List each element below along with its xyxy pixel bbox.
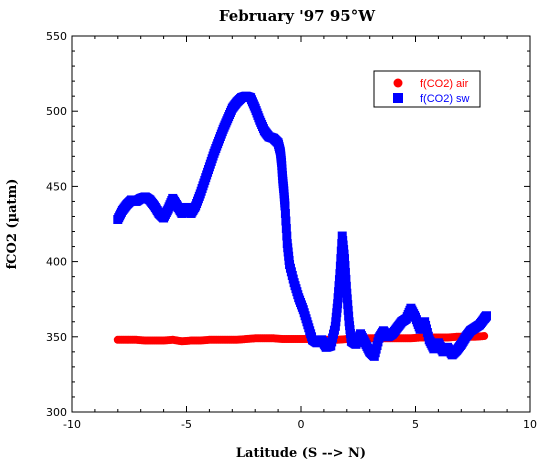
x-tick-label: 5 (412, 418, 419, 431)
sw-point (338, 236, 348, 246)
sw-point (342, 288, 352, 298)
sw-point (339, 249, 349, 259)
x-tick-label: -5 (181, 418, 192, 431)
sw-point (332, 308, 342, 318)
sw-point (331, 317, 341, 327)
y-tick-label: 400 (46, 256, 67, 269)
legend-marker-air (393, 78, 403, 88)
sw-point (340, 254, 350, 264)
sw-point (340, 267, 350, 277)
sw-point (281, 216, 291, 226)
chart-title: February '97 95°W (219, 7, 376, 25)
legend-box (373, 70, 481, 108)
sw-point (333, 293, 343, 303)
series-air (113, 332, 489, 346)
sw-point (343, 300, 353, 310)
series-sw (113, 91, 491, 361)
y-tick-label: 300 (46, 406, 67, 419)
sw-point (334, 287, 344, 297)
sw-point (337, 231, 347, 241)
x-axis-ticks: -10 -5 0 5 10 (63, 36, 537, 431)
sw-point (481, 311, 491, 321)
sw-point (339, 245, 349, 255)
sw-point (335, 269, 345, 279)
sw-point (334, 281, 344, 291)
legend-marker-sw (393, 93, 403, 103)
sw-point (341, 274, 351, 284)
sw-point (340, 261, 350, 271)
sw-point (334, 275, 344, 285)
y-tick-label: 350 (46, 331, 67, 344)
data-marks (113, 91, 491, 361)
sw-point (342, 294, 352, 304)
x-tick-label: 10 (523, 418, 537, 431)
x-axis-label: Latitude (S --> N) (236, 446, 366, 461)
y-axis-ticks: 300 350 400 450 500 550 (46, 30, 530, 419)
x-tick-label: 0 (298, 418, 305, 431)
sw-point (282, 231, 292, 241)
sw-point (280, 201, 290, 211)
air-point (480, 332, 489, 341)
x-tick-label: -10 (63, 418, 81, 431)
sw-point (330, 321, 340, 331)
sw-point (331, 312, 341, 322)
sw-point (344, 311, 354, 321)
legend-label-air: f(CO2) air (420, 78, 469, 90)
sw-point (343, 305, 353, 315)
sw-point (281, 224, 291, 234)
legend: f(CO2) air f(CO2) sw (373, 70, 481, 108)
y-tick-label: 500 (46, 105, 67, 118)
legend-label-sw: f(CO2) sw (420, 93, 470, 105)
y-tick-label: 550 (46, 30, 67, 43)
sw-point (333, 299, 343, 309)
sw-point (280, 208, 290, 218)
sw-point (341, 281, 351, 291)
y-axis-label: fCO2 (µatm) (5, 179, 20, 270)
sw-point (338, 240, 348, 250)
sw-point (332, 303, 342, 313)
sw-point (335, 261, 345, 271)
y-tick-label: 450 (46, 180, 67, 193)
